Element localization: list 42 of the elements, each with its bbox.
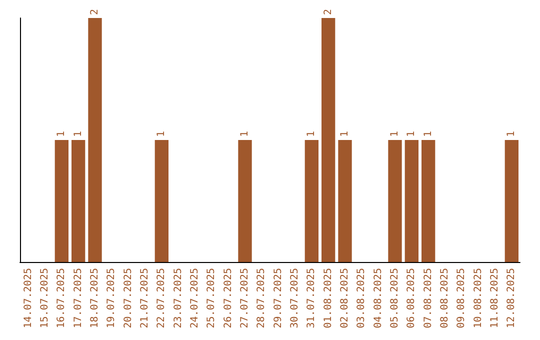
x-tick-label: 29.07.2025 xyxy=(272,268,284,328)
x-tick-label: 30.07.2025 xyxy=(290,268,300,328)
x-tick-label: 22.07.2025 xyxy=(156,268,168,328)
x-tick-label: 18.07.2025 xyxy=(90,268,100,328)
x-tick-label: 15.07.2025 xyxy=(40,268,50,328)
x-tick-label: 12.08.2025 xyxy=(506,268,518,328)
data-label: 1 xyxy=(240,130,250,137)
x-tick-label: 03.08.2025 xyxy=(356,268,368,328)
data-label: 1 xyxy=(406,130,418,137)
x-tick-label: 09.08.2025 xyxy=(456,268,468,328)
x-tick-label: 11.08.2025 xyxy=(490,268,500,328)
x-tick-label: 04.08.2025 xyxy=(372,268,384,328)
x-tick-label: 24.07.2025 xyxy=(190,268,200,328)
x-tick-label: 10.08.2025 xyxy=(472,268,484,328)
x-tick-label: 02.08.2025 xyxy=(340,268,350,328)
x-tick-label: 25.07.2025 xyxy=(206,268,218,328)
x-tick-label: 26.07.2025 xyxy=(222,268,234,328)
data-label: 2 xyxy=(322,8,334,15)
x-tick-label: 06.08.2025 xyxy=(406,268,418,328)
data-label: 1 xyxy=(340,130,350,137)
data-label: 2 xyxy=(90,8,100,15)
x-tick-label: 28.07.2025 xyxy=(256,268,268,328)
data-label: 1 xyxy=(422,130,434,137)
x-tick-label: 20.07.2025 xyxy=(122,268,134,328)
x-tick-label: 23.07.2025 xyxy=(172,268,184,328)
data-label: 1 xyxy=(56,130,68,137)
x-tick-label: 14.07.2025 xyxy=(22,268,34,328)
data-label: 1 xyxy=(306,130,318,137)
x-tick-label: 19.07.2025 xyxy=(106,268,118,328)
x-tick-label: 21.07.2025 xyxy=(140,268,150,328)
x-tick-label: 01.08.2025 xyxy=(322,268,334,328)
data-label: 1 xyxy=(390,130,400,137)
x-tick-label: 27.07.2025 xyxy=(240,268,250,328)
x-tick-label: 05.08.2025 xyxy=(390,268,400,328)
x-tick-label: 31.07.2025 xyxy=(306,268,318,328)
x-tick-label: 16.07.2025 xyxy=(56,268,68,328)
x-tick-label: 08.08.2025 xyxy=(440,268,450,328)
x-tick-label: 17.07.2025 xyxy=(72,268,84,328)
data-label: 1 xyxy=(72,130,84,137)
data-label: 1 xyxy=(506,130,518,137)
x-tick-label: 07.08.2025 xyxy=(422,268,434,328)
data-label: 1 xyxy=(156,130,168,137)
